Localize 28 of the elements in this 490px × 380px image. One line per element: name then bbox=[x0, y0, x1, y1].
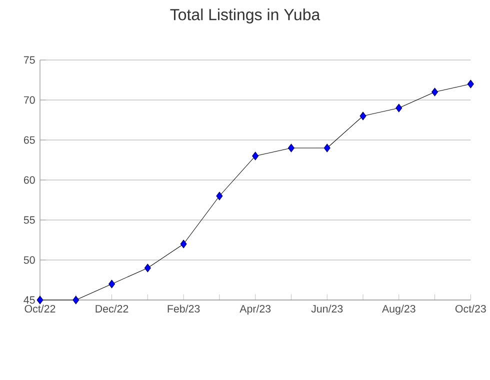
point bbox=[432, 88, 438, 96]
point bbox=[72, 296, 80, 304]
y-tick-label: 65 bbox=[24, 136, 35, 144]
point bbox=[108, 280, 116, 288]
chart-title: Total Listings in Yuba bbox=[170, 8, 320, 24]
point bbox=[360, 112, 366, 120]
point bbox=[288, 144, 294, 152]
point bbox=[396, 104, 402, 112]
x-tick-label: Feb/23 bbox=[168, 304, 200, 313]
point bbox=[144, 264, 151, 272]
x-tick-label: Jun/23 bbox=[311, 304, 343, 313]
y-tick-label: 50 bbox=[24, 256, 35, 264]
x-tick-label: Apr/23 bbox=[240, 304, 271, 315]
y-tick-label: 45 bbox=[24, 296, 35, 304]
x-tick-label: Oct/23 bbox=[455, 304, 486, 313]
point bbox=[216, 192, 223, 200]
point bbox=[252, 152, 259, 160]
x-tick-label: Oct/22 bbox=[24, 304, 56, 313]
y-tick-label: 60 bbox=[24, 176, 35, 184]
x-tick-label: Dec/22 bbox=[96, 304, 128, 313]
x-tick-label: Aug/23 bbox=[382, 304, 416, 315]
point bbox=[180, 240, 187, 248]
y-tick-label: 70 bbox=[24, 96, 35, 104]
point bbox=[467, 80, 474, 88]
point bbox=[324, 144, 330, 152]
y-tick-label: 75 bbox=[24, 56, 35, 64]
y-tick-label: 55 bbox=[24, 216, 35, 224]
point bbox=[36, 296, 44, 304]
